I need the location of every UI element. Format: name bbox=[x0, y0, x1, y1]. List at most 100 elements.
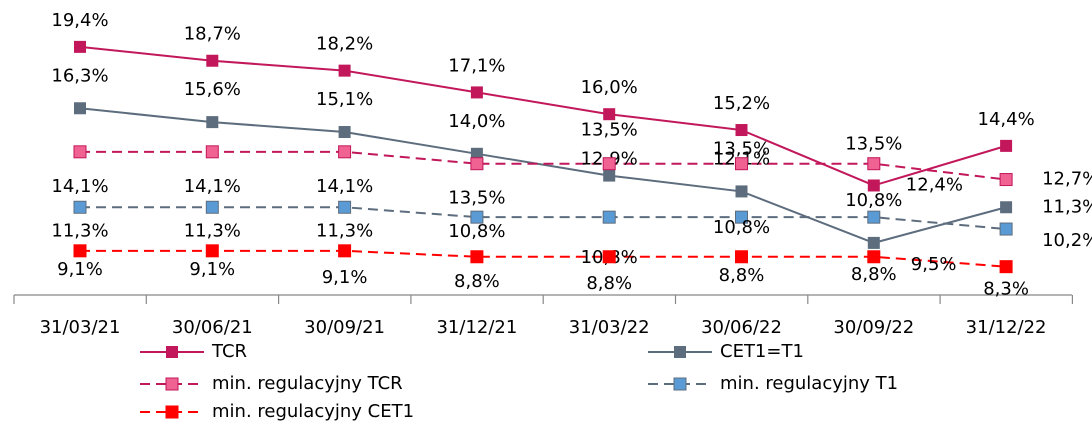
x-tick-label: 31/12/21 bbox=[436, 317, 517, 338]
marker bbox=[470, 86, 483, 99]
marker bbox=[338, 126, 351, 139]
legend-marker bbox=[165, 377, 179, 391]
legend-entry: min. regulacyjny T1 bbox=[720, 373, 898, 394]
data-label: 16,3% bbox=[51, 65, 108, 86]
data-label: 19,4% bbox=[51, 10, 108, 31]
marker bbox=[73, 145, 87, 159]
marker bbox=[1000, 201, 1013, 214]
data-label: 8,8% bbox=[454, 271, 500, 292]
marker bbox=[206, 54, 219, 67]
marker bbox=[867, 236, 880, 249]
marker bbox=[74, 40, 86, 53]
marker bbox=[867, 210, 881, 224]
marker bbox=[470, 210, 484, 224]
marker bbox=[603, 108, 616, 121]
data-label: 17,1% bbox=[448, 55, 505, 76]
marker bbox=[867, 179, 880, 192]
data-label: 11,3% bbox=[51, 220, 108, 241]
marker bbox=[470, 147, 483, 160]
marker bbox=[735, 157, 748, 171]
data-label: 9,5% bbox=[911, 254, 957, 275]
marker bbox=[603, 169, 616, 182]
marker bbox=[73, 200, 87, 214]
data-label: 15,1% bbox=[316, 89, 373, 110]
data-label: 13,5% bbox=[845, 134, 902, 155]
data-label: 18,7% bbox=[184, 24, 241, 45]
series-line bbox=[80, 150, 1007, 181]
data-label: 12,7% bbox=[1042, 169, 1092, 190]
data-label: 10,8% bbox=[448, 221, 505, 242]
data-label: 10,8% bbox=[845, 190, 902, 211]
data-label: 11,3% bbox=[184, 220, 241, 241]
marker bbox=[735, 124, 748, 137]
data-label: 10,2% bbox=[1042, 230, 1092, 251]
data-label: 16,0% bbox=[581, 77, 638, 98]
x-tick-label: 30/09/21 bbox=[304, 317, 385, 338]
data-label: 9,1% bbox=[189, 259, 235, 280]
marker bbox=[735, 185, 748, 198]
data-label: 12,4% bbox=[906, 174, 963, 195]
x-tick-label: 31/03/21 bbox=[40, 317, 121, 338]
data-label: 15,2% bbox=[713, 93, 770, 114]
data-label: 13,5% bbox=[448, 188, 505, 209]
marker bbox=[735, 250, 748, 264]
marker bbox=[74, 102, 86, 115]
x-tick-label: 30/06/22 bbox=[701, 317, 782, 338]
data-label: 8,8% bbox=[851, 264, 897, 285]
data-label: 11,3% bbox=[316, 220, 373, 241]
x-tick-label: 31/12/22 bbox=[966, 317, 1047, 338]
data-label: 8,8% bbox=[719, 265, 765, 286]
data-label: 14,1% bbox=[316, 176, 373, 197]
series-line bbox=[80, 206, 1007, 231]
marker bbox=[338, 145, 352, 159]
data-label: 8,8% bbox=[586, 273, 632, 294]
marker bbox=[206, 116, 219, 129]
marker bbox=[338, 200, 352, 214]
data-label: 9,1% bbox=[57, 259, 103, 280]
marker bbox=[338, 64, 351, 77]
data-label: 15,6% bbox=[184, 79, 241, 100]
series-line bbox=[79, 107, 1007, 244]
legend-marker bbox=[673, 377, 687, 391]
x-tick-label: 31/03/22 bbox=[569, 317, 650, 338]
series-line bbox=[79, 45, 1007, 187]
series-line bbox=[80, 249, 1007, 268]
marker bbox=[602, 157, 616, 171]
marker bbox=[73, 244, 87, 258]
legend-marker bbox=[166, 346, 178, 358]
marker bbox=[999, 173, 1013, 187]
legend-marker bbox=[674, 346, 686, 358]
marker bbox=[602, 210, 616, 224]
marker bbox=[867, 157, 881, 171]
marker bbox=[1000, 139, 1013, 152]
x-tick-label: 30/09/22 bbox=[833, 317, 914, 338]
data-label: 14,4% bbox=[978, 109, 1035, 130]
marker bbox=[205, 244, 219, 258]
legend-entry: min. regulacyjny CET1 bbox=[212, 401, 414, 422]
data-label: 10,8% bbox=[713, 217, 770, 238]
legend-entry: TCR bbox=[211, 341, 247, 362]
legend-marker bbox=[165, 405, 179, 419]
legend-entry: CET1=T1 bbox=[720, 341, 804, 362]
marker bbox=[470, 250, 484, 264]
marker bbox=[602, 250, 616, 264]
data-label: 9,1% bbox=[322, 267, 368, 288]
marker bbox=[735, 210, 748, 224]
marker bbox=[470, 157, 484, 171]
data-label: 14,1% bbox=[51, 176, 108, 197]
x-tick-label: 30/06/21 bbox=[172, 317, 253, 338]
marker bbox=[338, 244, 352, 258]
marker bbox=[867, 250, 881, 264]
marker bbox=[205, 145, 219, 159]
legend-entry: min. regulacyjny TCR bbox=[212, 373, 403, 394]
data-label: 14,0% bbox=[448, 111, 505, 132]
data-label: 13,5% bbox=[581, 120, 638, 141]
data-label: 8,3% bbox=[983, 279, 1029, 300]
data-label: 11,3% bbox=[1042, 196, 1092, 217]
marker bbox=[999, 260, 1013, 274]
data-label: 18,2% bbox=[316, 34, 373, 55]
marker bbox=[205, 200, 219, 214]
marker bbox=[999, 222, 1013, 236]
data-label: 13,5% bbox=[713, 139, 770, 160]
